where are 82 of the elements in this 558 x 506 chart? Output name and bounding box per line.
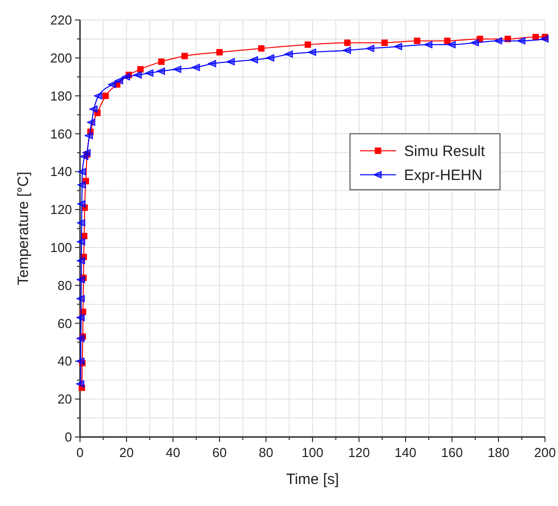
legend-label: Simu Result <box>404 142 486 160</box>
point <box>226 58 235 66</box>
x-tick-label: 100 <box>302 445 324 460</box>
point <box>94 110 101 116</box>
x-tick-label: 120 <box>348 445 370 460</box>
point <box>517 37 526 44</box>
point <box>470 39 479 46</box>
x-tick-label: 160 <box>441 445 463 460</box>
point <box>266 54 274 62</box>
x-tick-label: 140 <box>394 445 416 460</box>
point <box>366 44 374 52</box>
point <box>77 219 86 226</box>
point <box>342 46 351 54</box>
point <box>158 58 165 65</box>
y-axis-title: Temperature [°C] <box>15 172 32 286</box>
x-tick-label: 20 <box>119 445 134 460</box>
point <box>304 41 312 48</box>
point <box>216 49 223 56</box>
point <box>78 168 86 176</box>
point <box>447 41 456 48</box>
point <box>173 66 182 73</box>
point <box>76 257 85 264</box>
point <box>78 384 86 391</box>
point <box>76 380 84 388</box>
point <box>181 52 188 60</box>
point <box>308 48 316 56</box>
x-axis-title: Time [s] <box>286 471 339 488</box>
point <box>444 38 451 44</box>
y-tick-label: 160 <box>50 126 72 142</box>
point <box>84 132 93 140</box>
y-tick-label: 140 <box>50 164 72 180</box>
point <box>76 295 85 302</box>
x-tick-label: 40 <box>166 445 180 460</box>
y-tick-label: 0 <box>64 430 72 445</box>
point <box>76 276 85 284</box>
y-tick-label: 200 <box>50 50 72 66</box>
point <box>87 118 96 126</box>
point <box>108 80 116 88</box>
point <box>494 37 502 44</box>
y-tick-label: 120 <box>50 202 72 218</box>
y-tick-label: 40 <box>58 354 72 369</box>
point <box>540 35 549 43</box>
point <box>80 152 88 160</box>
point <box>76 358 84 365</box>
point <box>94 92 102 100</box>
y-tick-label: 60 <box>58 316 72 331</box>
point <box>76 314 85 322</box>
y-tick-label: 80 <box>58 278 72 293</box>
x-tick-label: 60 <box>212 445 227 460</box>
point <box>192 64 200 71</box>
y-tick-label: 100 <box>50 240 72 256</box>
point <box>284 50 293 58</box>
point <box>344 40 351 46</box>
point <box>250 56 258 64</box>
y-tick-label: 220 <box>50 12 72 28</box>
point <box>82 178 90 184</box>
x-tick-label: 200 <box>534 445 556 460</box>
x-tick-label: 80 <box>258 445 274 460</box>
point <box>258 45 265 52</box>
point <box>77 181 86 189</box>
x-tick-label: 0 <box>76 445 84 460</box>
point <box>208 60 216 68</box>
point <box>134 71 142 79</box>
point <box>394 42 402 50</box>
legend-label: Expr-HEHN <box>404 166 482 184</box>
point <box>156 68 165 75</box>
point <box>137 66 144 72</box>
point <box>145 69 154 77</box>
point <box>76 334 85 342</box>
point <box>89 105 98 113</box>
y-tick-label: 20 <box>58 392 72 407</box>
point <box>114 77 124 84</box>
point <box>77 200 86 208</box>
point <box>76 238 86 246</box>
point <box>102 92 109 100</box>
point <box>476 36 484 42</box>
point <box>381 40 388 46</box>
point <box>414 38 420 44</box>
y-tick-label: 180 <box>50 88 72 104</box>
x-tick-label: 180 <box>488 445 510 460</box>
point <box>424 41 432 48</box>
point <box>122 73 130 80</box>
